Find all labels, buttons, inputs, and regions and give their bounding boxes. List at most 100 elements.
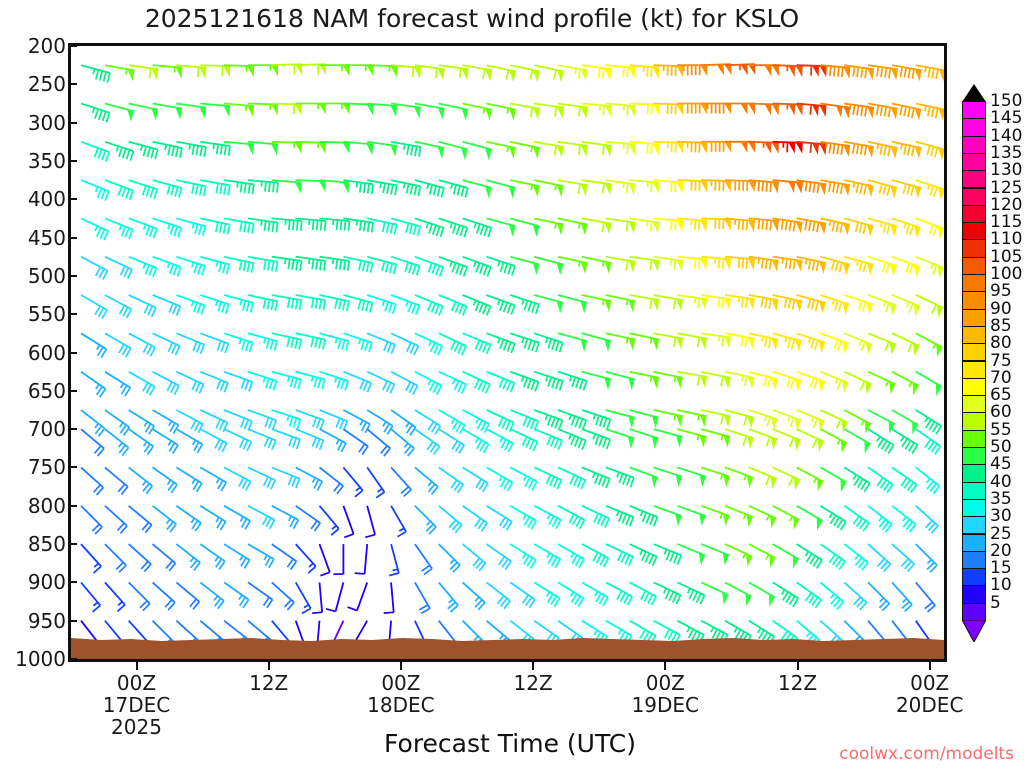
colorbar-tick-label: 100 <box>990 264 1023 284</box>
colorbar-tick-label: 90 <box>990 298 1012 319</box>
terrain-band <box>71 638 944 659</box>
wind-barb-row <box>80 581 936 615</box>
y-tick-label: 400 <box>27 187 66 212</box>
y-tick-mark <box>68 159 77 162</box>
y-tick-label: 350 <box>27 148 66 173</box>
colorbar-tick-label: 130 <box>990 160 1023 181</box>
colorbar-swatch <box>962 602 986 621</box>
wind-barb-row <box>80 504 939 539</box>
x-tick-mark <box>532 661 535 670</box>
y-tick-label: 850 <box>27 532 66 557</box>
colorbar-swatch <box>962 343 986 362</box>
colorbar-tick-label: 105 <box>990 246 1023 267</box>
colorbar-tick-label: 70 <box>990 367 1012 388</box>
wind-barb-row <box>80 428 942 457</box>
x-tick-label: 12Z <box>513 671 553 695</box>
colorbar-tick-label: 40 <box>990 471 1012 492</box>
y-tick-mark <box>68 466 77 469</box>
colorbar-swatch <box>962 291 986 310</box>
x-tick-mark <box>664 661 667 670</box>
colorbar-tick-label: 25 <box>990 523 1012 544</box>
colorbar-swatch <box>962 170 986 189</box>
colorbar-tick-label: 20 <box>990 540 1012 561</box>
wind-barb-row <box>80 140 944 162</box>
colorbar-swatch <box>962 256 986 275</box>
x-tick-label: 00Z 18DEC <box>367 671 435 717</box>
colorbar-tick-label: 150 <box>990 91 1023 111</box>
x-tick-label: 12Z <box>249 671 289 695</box>
wind-barb-row <box>80 179 944 201</box>
colorbar-tick-label: 95 <box>990 281 1012 302</box>
colorbar-swatch <box>962 464 986 483</box>
colorbar-tick-label: 35 <box>990 488 1012 509</box>
colorbar-tick-label: 85 <box>990 315 1012 336</box>
y-tick-mark <box>68 619 77 622</box>
y-tick-mark <box>68 658 77 660</box>
colorbar-swatch <box>962 395 986 414</box>
x-tick-mark <box>796 661 799 670</box>
y-tick-mark <box>68 504 77 507</box>
colorbar-tick-label: 75 <box>990 350 1012 371</box>
colorbar-swatch <box>962 533 986 552</box>
y-tick-mark <box>68 198 77 201</box>
x-tick-label: 12Z <box>777 671 818 695</box>
colorbar-tick-label: 55 <box>990 419 1012 440</box>
wind-barb-layer <box>80 63 944 654</box>
y-tick-label: 600 <box>27 340 66 365</box>
colorbar-swatch <box>962 274 986 293</box>
y-tick-label: 700 <box>27 417 66 442</box>
y-tick-mark <box>68 274 77 277</box>
y-tick-mark <box>68 428 77 431</box>
y-tick-label: 950 <box>27 608 66 633</box>
x-tick-label: 00Z 19DEC <box>631 671 700 717</box>
y-tick-label: 200 <box>27 34 66 58</box>
colorbar-tick-label: 15 <box>990 558 1012 579</box>
wind-barb-row <box>80 294 944 320</box>
colorbar-swatch <box>962 360 986 379</box>
y-tick-mark <box>68 236 77 239</box>
colorbar <box>962 101 986 621</box>
wind-barb-row <box>80 102 944 123</box>
colorbar-swatch <box>962 585 986 604</box>
y-tick-label: 500 <box>27 263 66 288</box>
colorbar-tick-label: 45 <box>990 454 1012 475</box>
colorbar-swatch <box>962 152 986 172</box>
colorbar-tick-label: 80 <box>990 333 1012 354</box>
colorbar-swatch <box>962 516 986 535</box>
colorbar-swatch <box>962 498 986 518</box>
colorbar-swatch <box>962 308 986 327</box>
colorbar-swatch <box>962 412 986 431</box>
colorbar-swatch <box>962 101 986 120</box>
wind-profile-plot <box>68 43 947 662</box>
wind-barb-row <box>80 370 943 398</box>
y-tick-mark <box>68 45 77 47</box>
colorbar-tick-label: 145 <box>990 108 1023 129</box>
x-tick-mark <box>135 661 138 670</box>
colorbar-tick-label: 125 <box>990 177 1023 198</box>
x-tick-mark <box>267 661 270 670</box>
y-tick-label: 650 <box>27 378 66 403</box>
y-tick-label: 300 <box>27 110 66 135</box>
x-tick-mark <box>399 661 402 670</box>
y-tick-label: 550 <box>27 302 66 327</box>
y-tick-label: 250 <box>27 72 66 97</box>
colorbar-tick-label: 135 <box>990 142 1023 163</box>
colorbar-tick-label: 120 <box>990 194 1023 215</box>
wind-barb-row <box>80 255 944 281</box>
y-tick-mark <box>68 83 77 86</box>
y-tick-mark <box>68 121 77 124</box>
wind-barb-row <box>80 409 943 437</box>
wind-barb-row <box>80 466 941 499</box>
colorbar-swatch <box>962 325 986 345</box>
colorbar-tick-label: 65 <box>990 385 1012 406</box>
y-tick-mark <box>68 351 77 354</box>
wind-barb-row <box>80 217 944 241</box>
colorbar-swatch <box>962 135 986 154</box>
colorbar-tick-label: 5 <box>990 592 1001 613</box>
colorbar-tick-label: 110 <box>990 229 1023 250</box>
wind-barb-row <box>80 543 938 577</box>
y-tick-label: 450 <box>27 225 66 250</box>
colorbar-swatch <box>962 377 986 397</box>
colorbar-tick-label: 30 <box>990 506 1012 527</box>
colorbar-tick-label: 10 <box>990 575 1012 596</box>
